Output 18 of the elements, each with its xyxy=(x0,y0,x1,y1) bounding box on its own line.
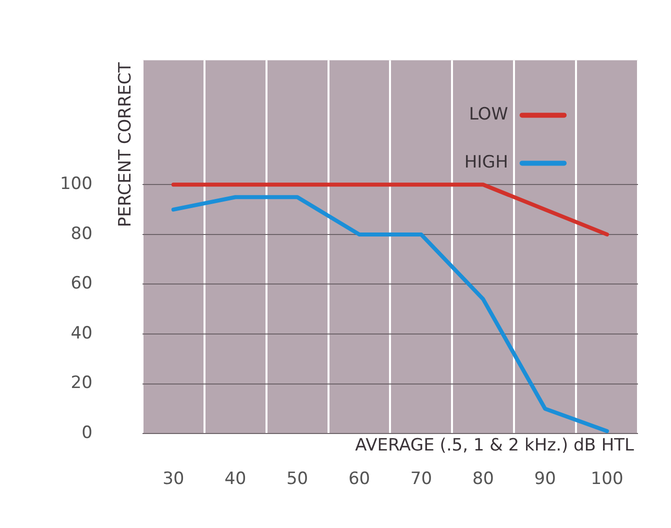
y-tick-label: 20 xyxy=(70,373,92,394)
x-tick-label: 70 xyxy=(410,469,432,490)
y-axis-title: PERCENT CORRECT xyxy=(115,62,136,228)
y-tick-label: 100 xyxy=(60,174,92,194)
x-tick-label: 90 xyxy=(534,469,556,490)
y-tick-label: 60 xyxy=(70,274,92,294)
x-tick-label: 80 xyxy=(472,469,494,490)
legend-label: HIGH xyxy=(464,152,508,173)
y-tick-label: 40 xyxy=(70,323,92,344)
x-tick-label: 100 xyxy=(590,469,624,490)
x-tick-label: 60 xyxy=(348,469,370,490)
x-tick-label: 40 xyxy=(224,469,246,490)
x-axis-title: AVERAGE (.5, 1 & 2 kHz.) dB HTL xyxy=(355,436,635,456)
legend-label: LOW xyxy=(469,104,508,125)
y-tick-label: 80 xyxy=(70,224,92,244)
x-tick-label: 30 xyxy=(162,469,184,490)
y-tick-label: 0 xyxy=(82,423,92,444)
x-tick-label: 50 xyxy=(286,469,308,490)
